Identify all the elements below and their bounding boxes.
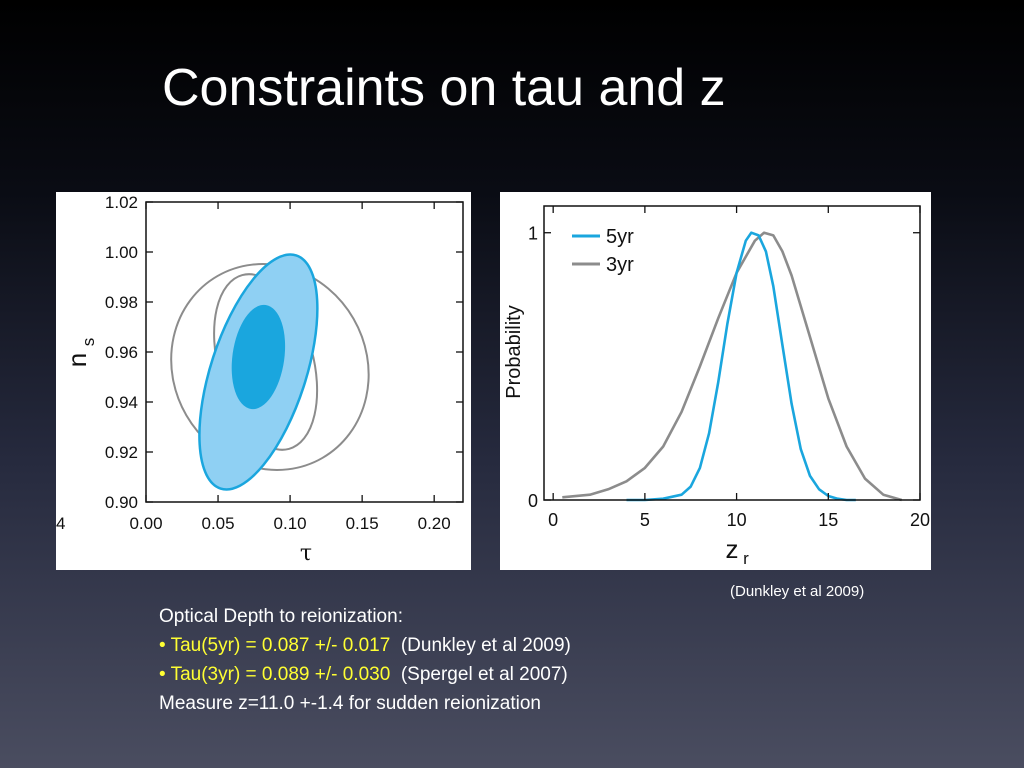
y-tick-label: 0	[528, 491, 538, 511]
y-axis-label-group: Probability	[503, 305, 525, 398]
x-tick-label: 0.20	[418, 514, 451, 533]
y-tick-label: 0.96	[105, 343, 138, 362]
x-tick-label: 0.10	[274, 514, 307, 533]
y-axis-label-group: ns	[62, 338, 98, 367]
legend-label-5yr: 5yr	[606, 226, 634, 248]
y-tick-label: 1.00	[105, 243, 138, 262]
y-tick-label: 1	[528, 224, 538, 244]
gray-contour-outer	[170, 263, 370, 471]
figure-citation: (Dunkley et al 2009)	[730, 583, 865, 600]
text-footer: Measure z=11.0 +-1.4 for sudden reioniza…	[159, 693, 541, 714]
legend-label-3yr: 3yr	[606, 254, 634, 276]
text-heading: Optical Depth to reionization:	[159, 606, 403, 627]
series-line-5yr	[626, 231, 856, 502]
y-axis-label-subscript: s	[79, 338, 98, 347]
blue-contour-inner	[231, 304, 286, 410]
x-tick-label: 0	[548, 510, 558, 530]
x-tick-label: 10	[727, 510, 747, 530]
bullet-tau-5yr-value: • Tau(5yr) = 0.087 +/- 0.017	[159, 635, 391, 656]
slide-body-text: Optical Depth to reionization: • Tau(5yr…	[159, 602, 571, 718]
bullet-tau-3yr-value: • Tau(3yr) = 0.089 +/- 0.030	[159, 664, 391, 685]
x-axis-label: τ	[300, 541, 312, 566]
y-tick-label: 0.98	[105, 293, 138, 312]
bullet-tau-5yr: • Tau(5yr) = 0.087 +/- 0.017 (Dunkley et…	[159, 631, 571, 660]
series-line-3yr	[562, 231, 903, 502]
y-tick-label: 0.92	[105, 443, 138, 462]
x-tick-label: 20	[910, 510, 930, 530]
x-tick-label: 0.05	[201, 514, 234, 533]
x-axis-label: z	[726, 534, 739, 564]
y-tick-label: 0.94	[105, 393, 138, 412]
bullet-tau-5yr-ref: (Dunkley et al 2009)	[400, 635, 571, 656]
plot-frame	[543, 205, 921, 501]
bullet-tau-3yr-ref: (Spergel et al 2007)	[400, 664, 568, 685]
y-tick-label: 0.90	[105, 493, 138, 512]
bullet-tau-3yr: • Tau(3yr) = 0.089 +/- 0.030 (Spergel et…	[159, 660, 571, 689]
slide-title: Constraints on tau and z	[162, 59, 726, 117]
zr-probability-panel: 0 1 0 5 10 15 20 z r Probability 5yr 3yr	[500, 192, 931, 570]
tau-ns-contour-chart: 0.90 0.92 0.94 0.96 0.98 1.00 1.02 0.00 0.05 0.10…	[56, 193, 464, 566]
tau-ns-contour-panel: 0.90 0.92 0.94 0.96 0.98 1.00 1.02 0.00 0.05 0.10…	[56, 192, 471, 570]
x-tick-label: 0.00	[129, 514, 162, 533]
x-axis-label-subscript: r	[743, 549, 749, 568]
x-tick-label: 15	[818, 510, 838, 530]
x-tick-label: 5	[640, 510, 650, 530]
y-tick-label: 1.02	[105, 193, 138, 212]
x-tick-label: 0.15	[346, 514, 379, 533]
stray-tick-label: 4	[56, 514, 65, 533]
y-axis-label: Probability	[503, 305, 525, 398]
y-axis-label: n	[62, 353, 92, 367]
